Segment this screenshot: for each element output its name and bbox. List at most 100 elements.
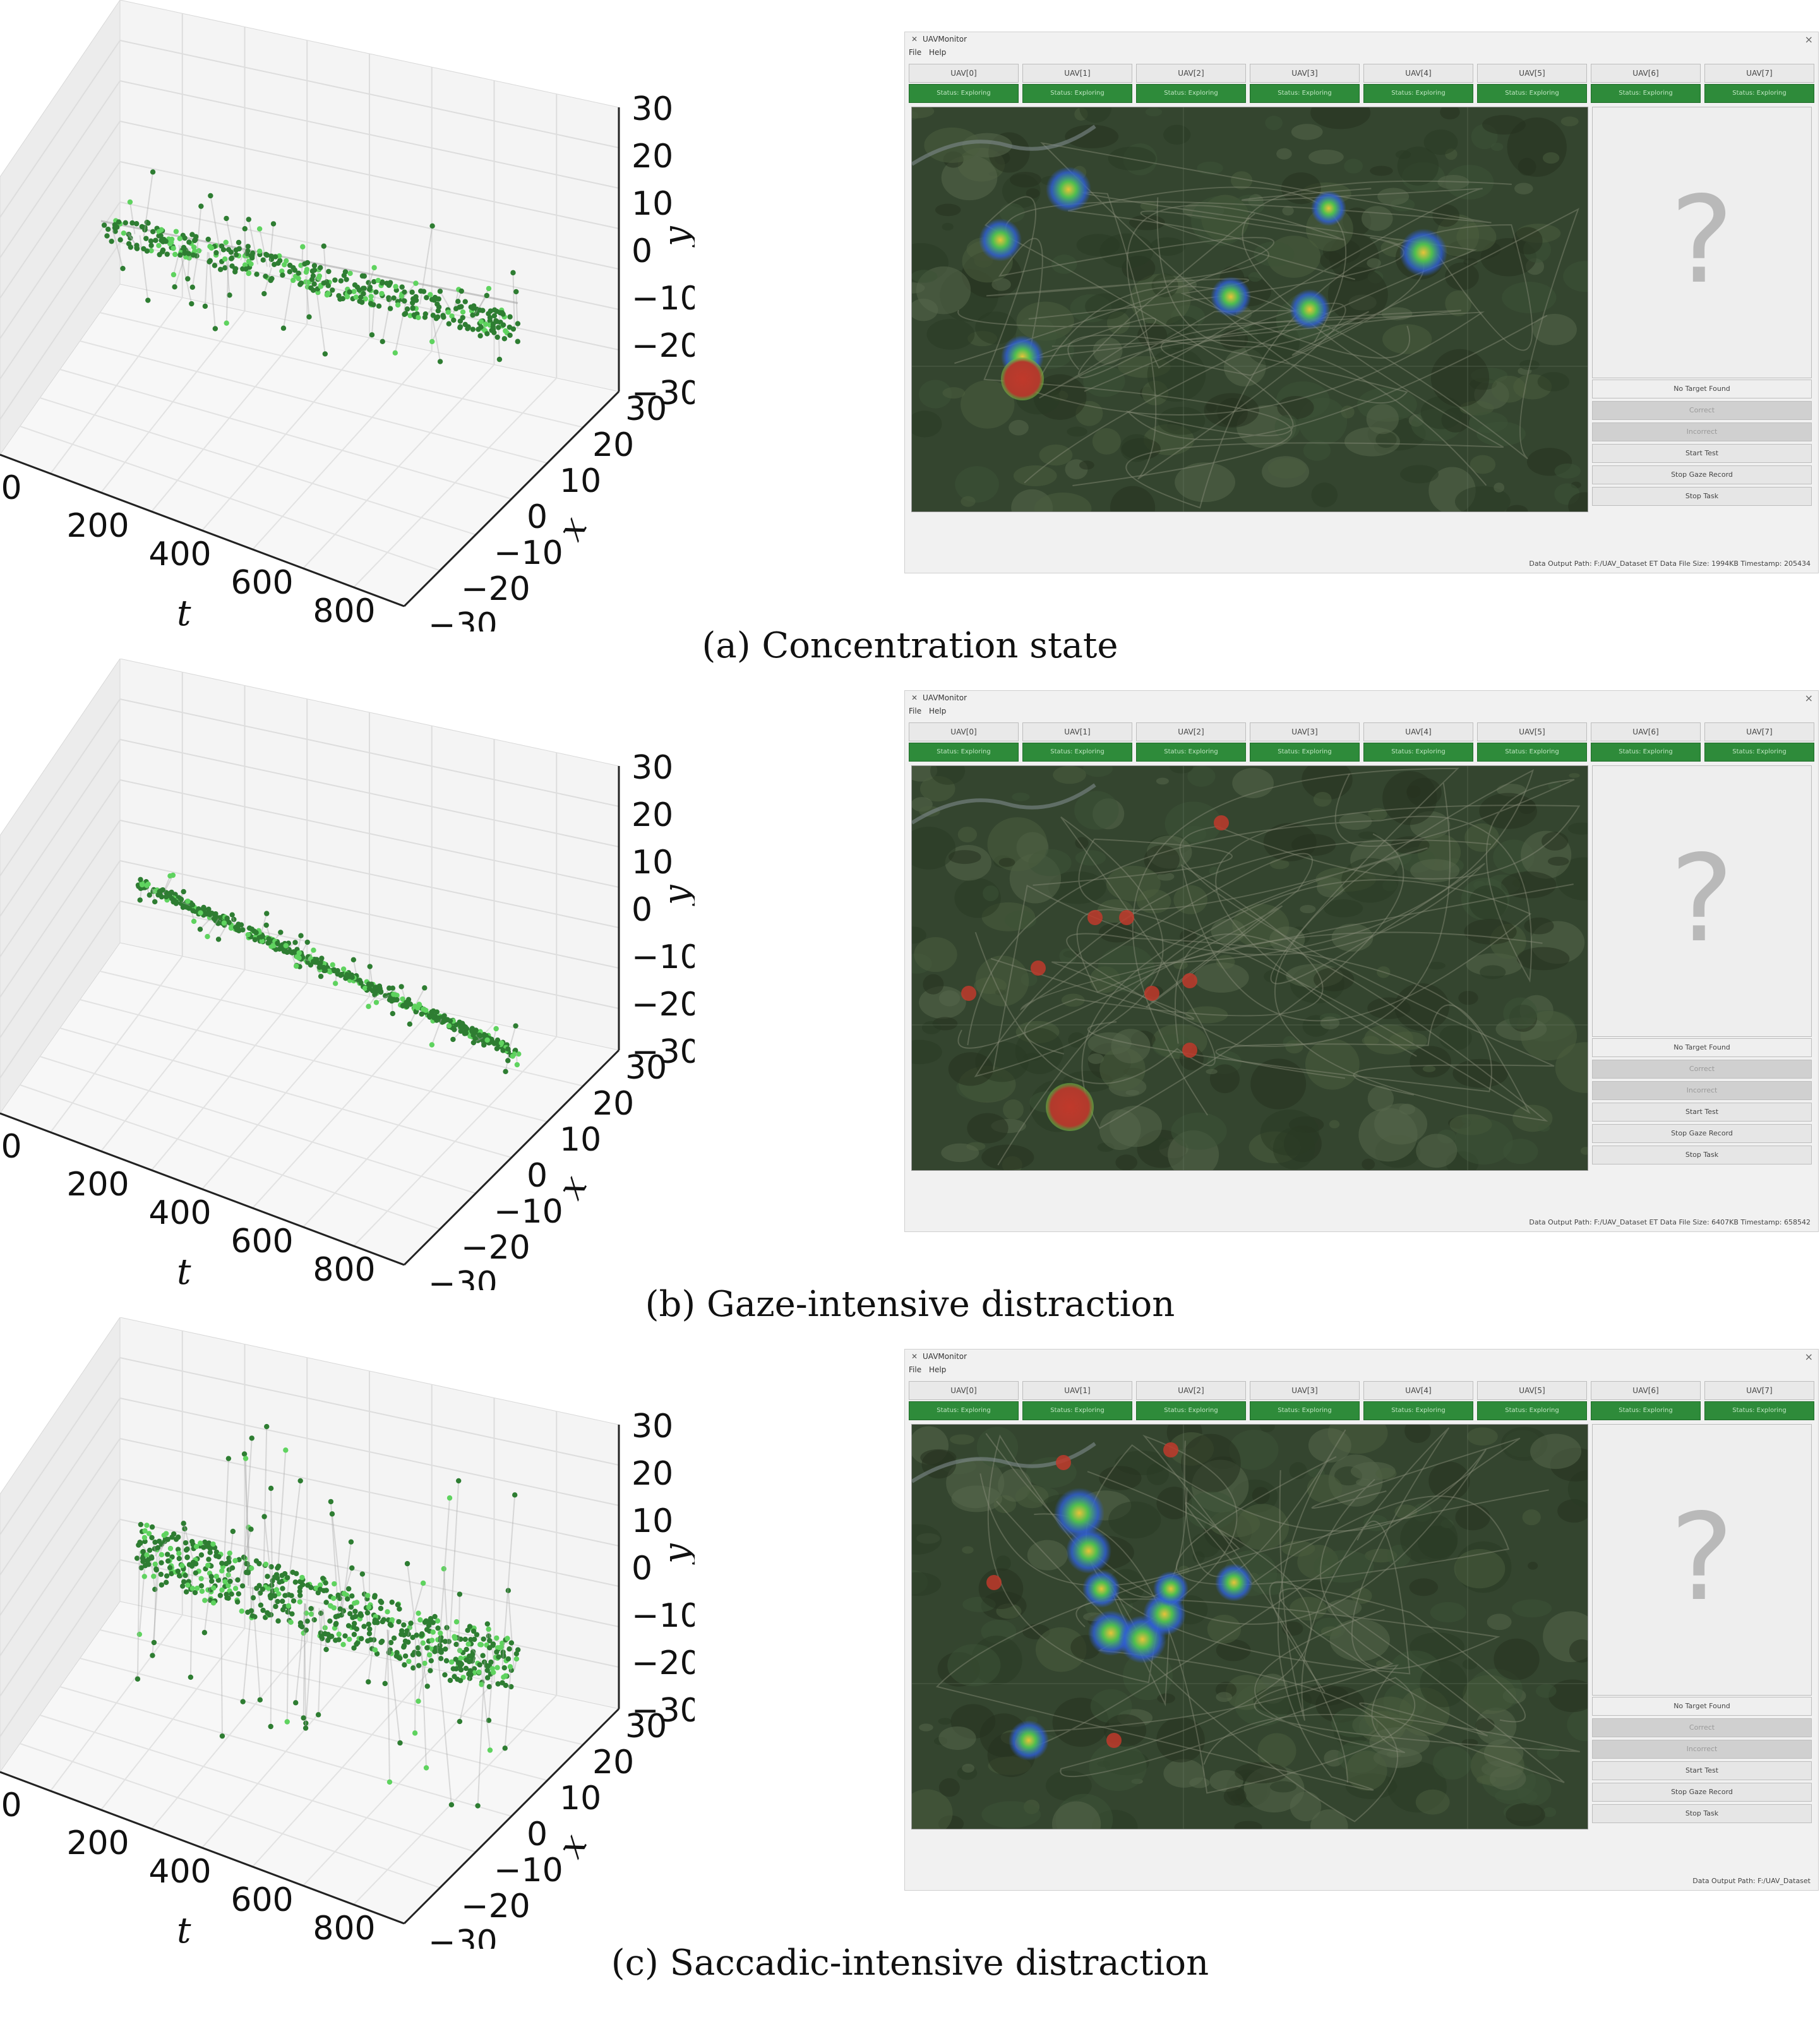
- start-test-button[interactable]: Start Test: [1592, 444, 1812, 463]
- stop-gaze-record-button[interactable]: Stop Gaze Record: [1592, 1783, 1812, 1802]
- gaze-point: [195, 1585, 200, 1591]
- incorrect-button[interactable]: Incorrect: [1592, 1740, 1812, 1759]
- uav-status-2[interactable]: Status: Exploring: [1136, 1401, 1246, 1420]
- gaze-point: [163, 1579, 169, 1585]
- gaze-point: [443, 1646, 448, 1652]
- stop-task-button[interactable]: Stop Task: [1592, 1146, 1812, 1164]
- uav-tab-5[interactable]: UAV[5]: [1477, 722, 1587, 741]
- incorrect-button[interactable]: Incorrect: [1592, 422, 1812, 441]
- gaze-point: [358, 1613, 364, 1619]
- x-tick-label: 30: [625, 1708, 667, 1745]
- uav-status-7[interactable]: Status: Exploring: [1704, 84, 1814, 103]
- menu-file[interactable]: File: [909, 48, 922, 57]
- gaze-point: [508, 1640, 515, 1646]
- gaze-point: [205, 1562, 211, 1568]
- uav-status-3[interactable]: Status: Exploring: [1250, 1401, 1360, 1420]
- uav-tab-2[interactable]: UAV[2]: [1136, 1381, 1246, 1400]
- uav-tab-0[interactable]: UAV[0]: [909, 1381, 1019, 1400]
- uav-tab-0[interactable]: UAV[0]: [909, 64, 1019, 83]
- uav-status-7[interactable]: Status: Exploring: [1704, 1401, 1814, 1420]
- incorrect-button[interactable]: Incorrect: [1592, 1081, 1812, 1100]
- stop-task-button[interactable]: Stop Task: [1592, 1804, 1812, 1823]
- uav-status-6[interactable]: Status: Exploring: [1591, 1401, 1701, 1420]
- uav-status-2[interactable]: Status: Exploring: [1136, 743, 1246, 762]
- uav-status-0[interactable]: Status: Exploring: [909, 84, 1019, 103]
- uav-tab-2[interactable]: UAV[2]: [1136, 64, 1246, 83]
- gaze-point: [232, 1586, 239, 1591]
- uav-tab-2[interactable]: UAV[2]: [1136, 722, 1246, 741]
- uav-tab-3[interactable]: UAV[3]: [1250, 722, 1360, 741]
- uav-status-3[interactable]: Status: Exploring: [1250, 84, 1360, 103]
- satellite-map[interactable]: [911, 107, 1588, 512]
- uav-status-2[interactable]: Status: Exploring: [1136, 84, 1246, 103]
- gaze-point: [453, 1619, 460, 1625]
- gaze-point: [391, 1635, 397, 1641]
- start-test-button[interactable]: Start Test: [1592, 1103, 1812, 1122]
- close-icon[interactable]: ×: [1804, 33, 1813, 45]
- uav-tab-6[interactable]: UAV[6]: [1591, 1381, 1701, 1400]
- uav-status-4[interactable]: Status: Exploring: [1363, 1401, 1473, 1420]
- uav-tab-5[interactable]: UAV[5]: [1477, 1381, 1587, 1400]
- satellite-map[interactable]: [911, 1424, 1588, 1829]
- uav-status-0[interactable]: Status: Exploring: [909, 1401, 1019, 1420]
- uav-status-7[interactable]: Status: Exploring: [1704, 743, 1814, 762]
- uav-tab-5[interactable]: UAV[5]: [1477, 64, 1587, 83]
- uav-tab-1[interactable]: UAV[1]: [1022, 722, 1132, 741]
- uav-status-6[interactable]: Status: Exploring: [1591, 84, 1701, 103]
- gaze-point: [445, 309, 451, 315]
- uav-tab-1[interactable]: UAV[1]: [1022, 1381, 1132, 1400]
- uav-status-6[interactable]: Status: Exploring: [1591, 743, 1701, 762]
- uav-tab-row: UAV[0] UAV[1] UAV[2] UAV[3] UAV[4] UAV[5] UAV[…: [909, 722, 1816, 741]
- uav-status-4[interactable]: Status: Exploring: [1363, 84, 1473, 103]
- menu-help[interactable]: Help: [929, 48, 947, 57]
- uav-tab-7[interactable]: UAV[7]: [1704, 1381, 1814, 1400]
- t-tick-label: 0: [1, 469, 21, 507]
- stop-gaze-record-button[interactable]: Stop Gaze Record: [1592, 1124, 1812, 1143]
- gaze-point: [366, 1003, 371, 1009]
- start-test-button[interactable]: Start Test: [1592, 1761, 1812, 1780]
- gaze-point: [270, 221, 277, 227]
- gaze-point: [453, 1641, 459, 1648]
- satellite-map[interactable]: [911, 765, 1588, 1171]
- uav-tab-3[interactable]: UAV[3]: [1250, 64, 1360, 83]
- gaze-point: [457, 318, 464, 324]
- uav-status-1[interactable]: Status: Exploring: [1022, 743, 1132, 762]
- stop-gaze-record-button[interactable]: Stop Gaze Record: [1592, 465, 1812, 484]
- correct-button[interactable]: Correct: [1592, 1060, 1812, 1079]
- uav-status-5[interactable]: Status: Exploring: [1477, 1401, 1587, 1420]
- uav-tab-3[interactable]: UAV[3]: [1250, 1381, 1360, 1400]
- gaze-point: [158, 233, 164, 239]
- correct-button[interactable]: Correct: [1592, 1718, 1812, 1737]
- uav-status-4[interactable]: Status: Exploring: [1363, 743, 1473, 762]
- uav-tab-6[interactable]: UAV[6]: [1591, 64, 1701, 83]
- uav-status-5[interactable]: Status: Exploring: [1477, 84, 1587, 103]
- uav-tab-7[interactable]: UAV[7]: [1704, 722, 1814, 741]
- uav-status-1[interactable]: Status: Exploring: [1022, 84, 1132, 103]
- menu-file[interactable]: File: [909, 1365, 922, 1374]
- close-icon[interactable]: ×: [1804, 1351, 1813, 1363]
- gaze-point: [176, 1555, 183, 1562]
- uav-status-3[interactable]: Status: Exploring: [1250, 743, 1360, 762]
- gaze-point: [153, 237, 159, 243]
- stop-task-button[interactable]: Stop Task: [1592, 487, 1812, 506]
- menu-help[interactable]: Help: [929, 1365, 947, 1374]
- uav-status-0[interactable]: Status: Exploring: [909, 743, 1019, 762]
- gaze-point: [236, 1591, 242, 1597]
- menu-help[interactable]: Help: [929, 707, 947, 715]
- gaze-point: [198, 1540, 203, 1546]
- uav-tab-0[interactable]: UAV[0]: [909, 722, 1019, 741]
- uav-status-5[interactable]: Status: Exploring: [1477, 743, 1587, 762]
- correct-button[interactable]: Correct: [1592, 401, 1812, 420]
- gaze-point: [241, 1451, 248, 1457]
- uav-tab-1[interactable]: UAV[1]: [1022, 64, 1132, 83]
- menu-file[interactable]: File: [909, 707, 922, 715]
- uav-tab-4[interactable]: UAV[4]: [1363, 1381, 1473, 1400]
- gaze-point: [193, 1543, 200, 1550]
- gaze-point: [272, 254, 278, 260]
- close-icon[interactable]: ×: [1804, 692, 1813, 704]
- uav-tab-4[interactable]: UAV[4]: [1363, 64, 1473, 83]
- uav-tab-7[interactable]: UAV[7]: [1704, 64, 1814, 83]
- uav-tab-6[interactable]: UAV[6]: [1591, 722, 1701, 741]
- uav-tab-4[interactable]: UAV[4]: [1363, 722, 1473, 741]
- uav-status-1[interactable]: Status: Exploring: [1022, 1401, 1132, 1420]
